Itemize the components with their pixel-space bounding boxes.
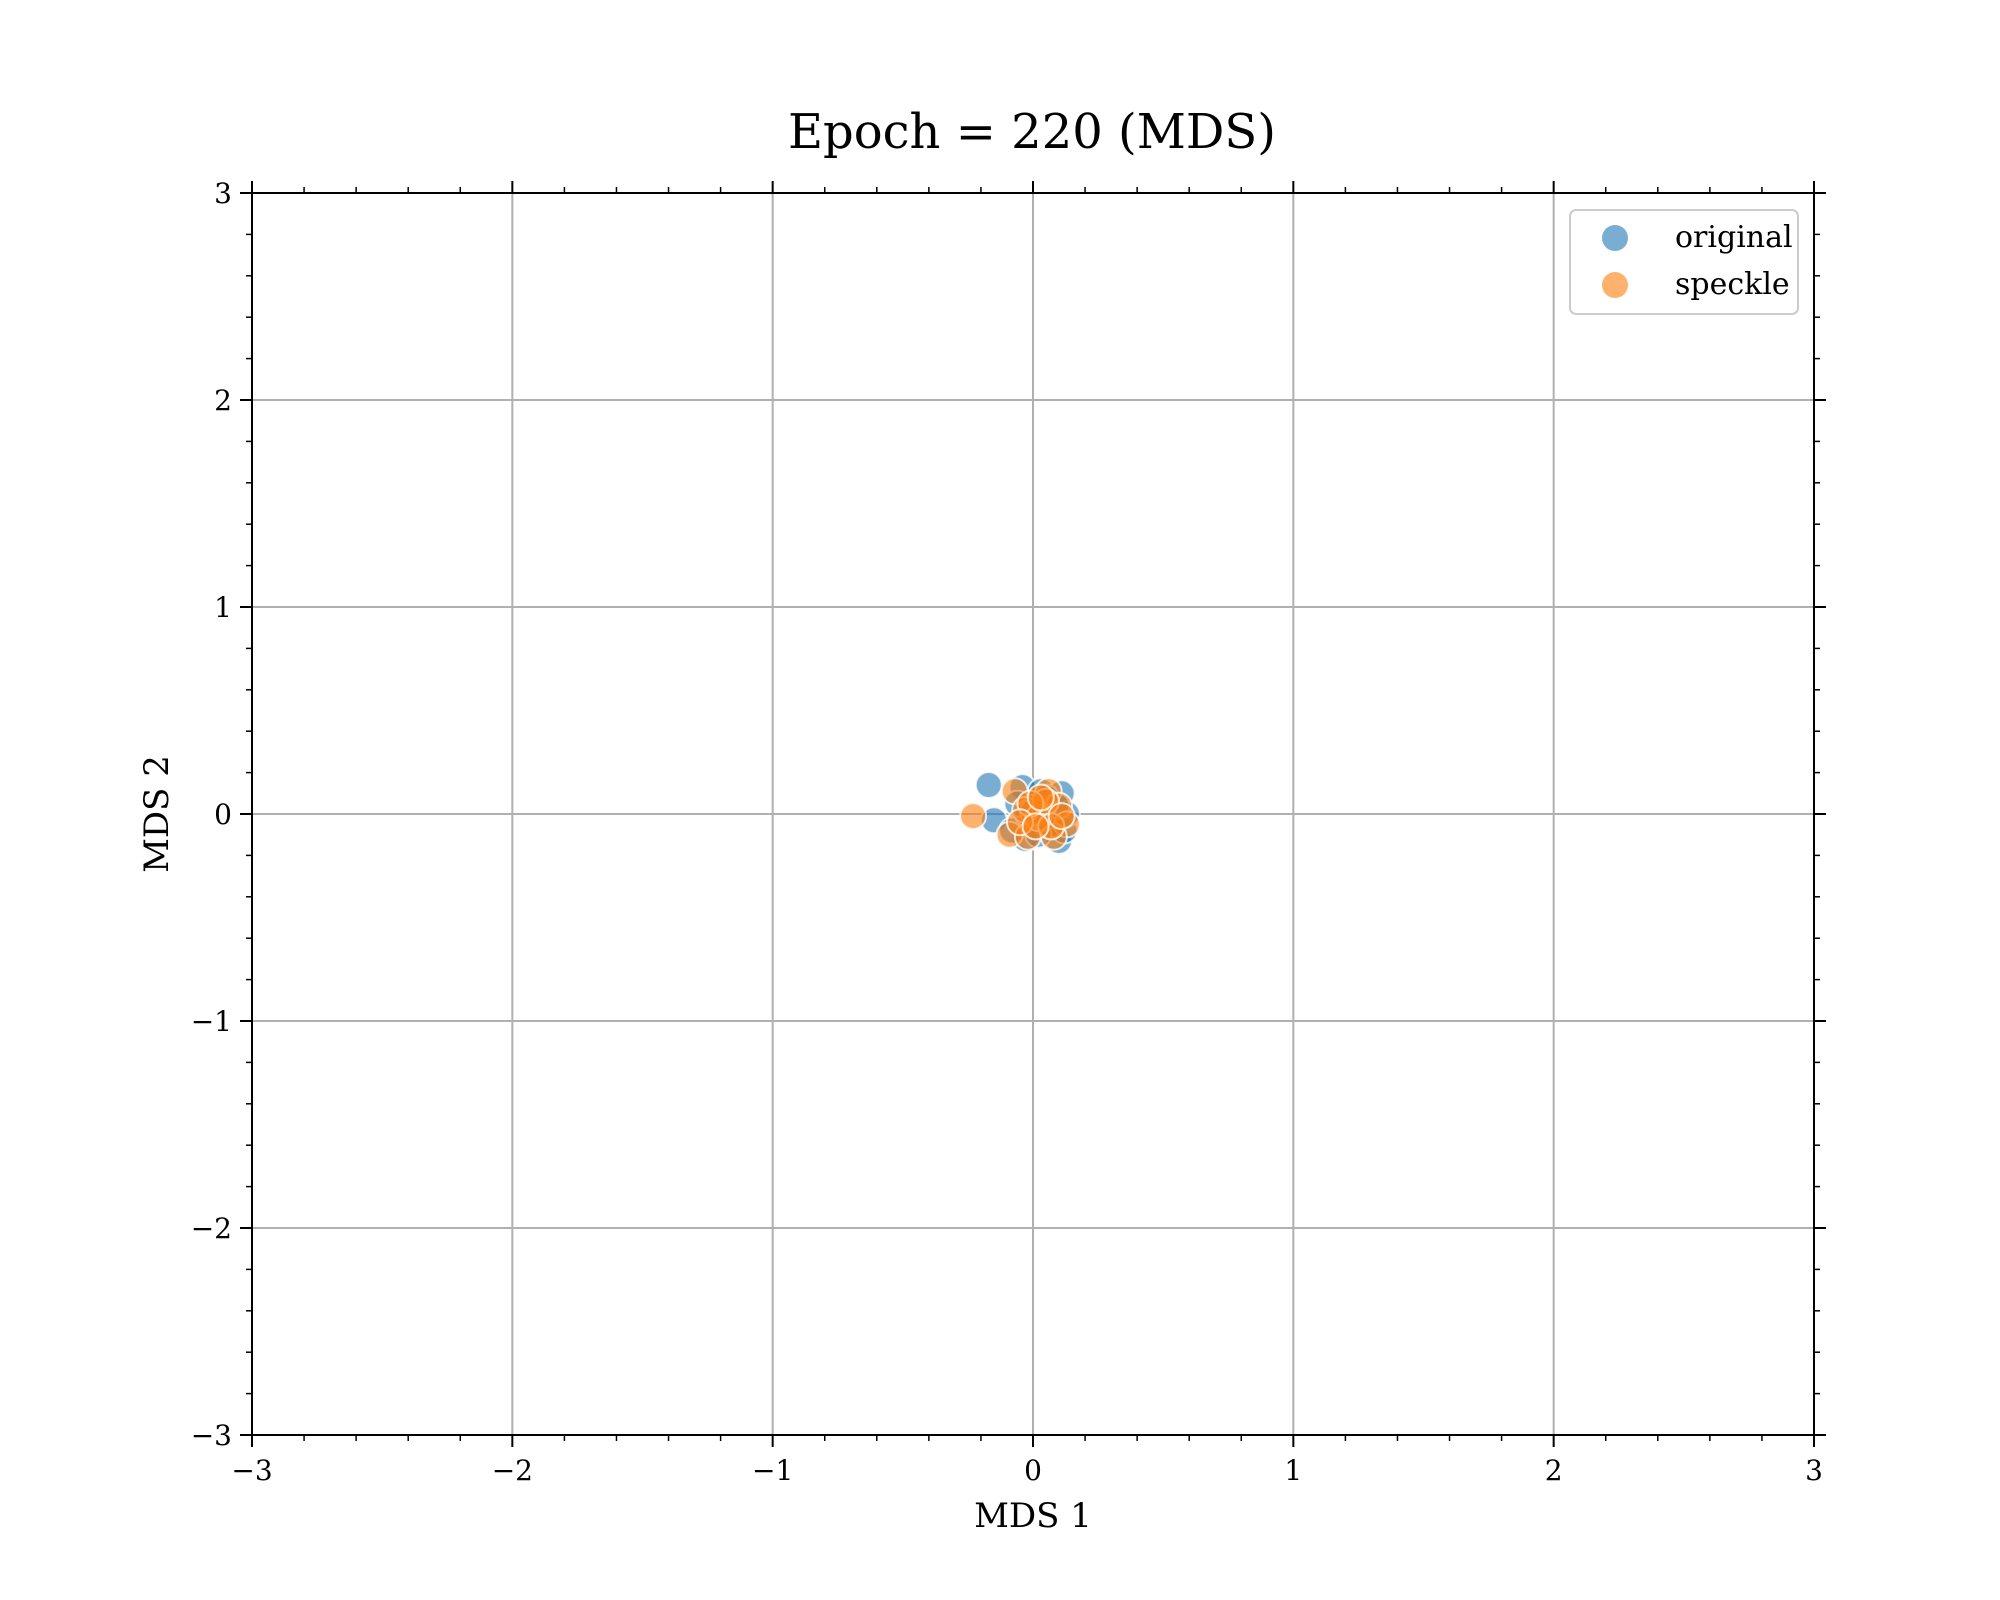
x-tick-label: 3 bbox=[1805, 1454, 1823, 1487]
legend-marker-original bbox=[1602, 225, 1628, 251]
x-axis-label: MDS 1 bbox=[974, 1496, 1092, 1536]
chart-title: Epoch = 220 (MDS) bbox=[788, 104, 1276, 160]
legend-marker-speckle bbox=[1602, 272, 1628, 298]
y-tick-label: 3 bbox=[214, 177, 232, 210]
scatter-point-speckle bbox=[1026, 783, 1055, 812]
y-tick-label: −2 bbox=[191, 1212, 232, 1245]
scatter-point-speckle bbox=[1021, 812, 1050, 841]
y-tick-label: 2 bbox=[214, 384, 232, 417]
x-tick-label: 2 bbox=[1545, 1454, 1563, 1487]
legend-label-speckle: speckle bbox=[1675, 267, 1790, 302]
y-axis-label: MDS 2 bbox=[137, 755, 177, 873]
scatter-point-speckle bbox=[1047, 802, 1076, 831]
scatter-points bbox=[959, 771, 1081, 855]
y-tick-label: 1 bbox=[214, 591, 232, 624]
plot-frame bbox=[251, 192, 1815, 1436]
y-tick-label: −1 bbox=[191, 1005, 232, 1038]
y-tick-label: 0 bbox=[214, 798, 232, 831]
y-tick-label: −3 bbox=[191, 1419, 232, 1452]
x-tick-label: −2 bbox=[492, 1454, 533, 1487]
x-tick-label: −1 bbox=[752, 1454, 793, 1487]
x-tick-label: −3 bbox=[231, 1454, 272, 1487]
x-tick-label: 0 bbox=[1024, 1454, 1042, 1487]
scatter-point-speckle bbox=[959, 802, 988, 831]
x-tick-label: 1 bbox=[1284, 1454, 1302, 1487]
axis-ticks: −3 −2 −1 0 1 2 3 −3 −2 −1 0 1 2 3 bbox=[191, 177, 1826, 1487]
legend-label-original: original bbox=[1675, 220, 1793, 255]
legend: original speckle bbox=[1569, 209, 1799, 315]
scatter-point-original bbox=[974, 771, 1003, 800]
